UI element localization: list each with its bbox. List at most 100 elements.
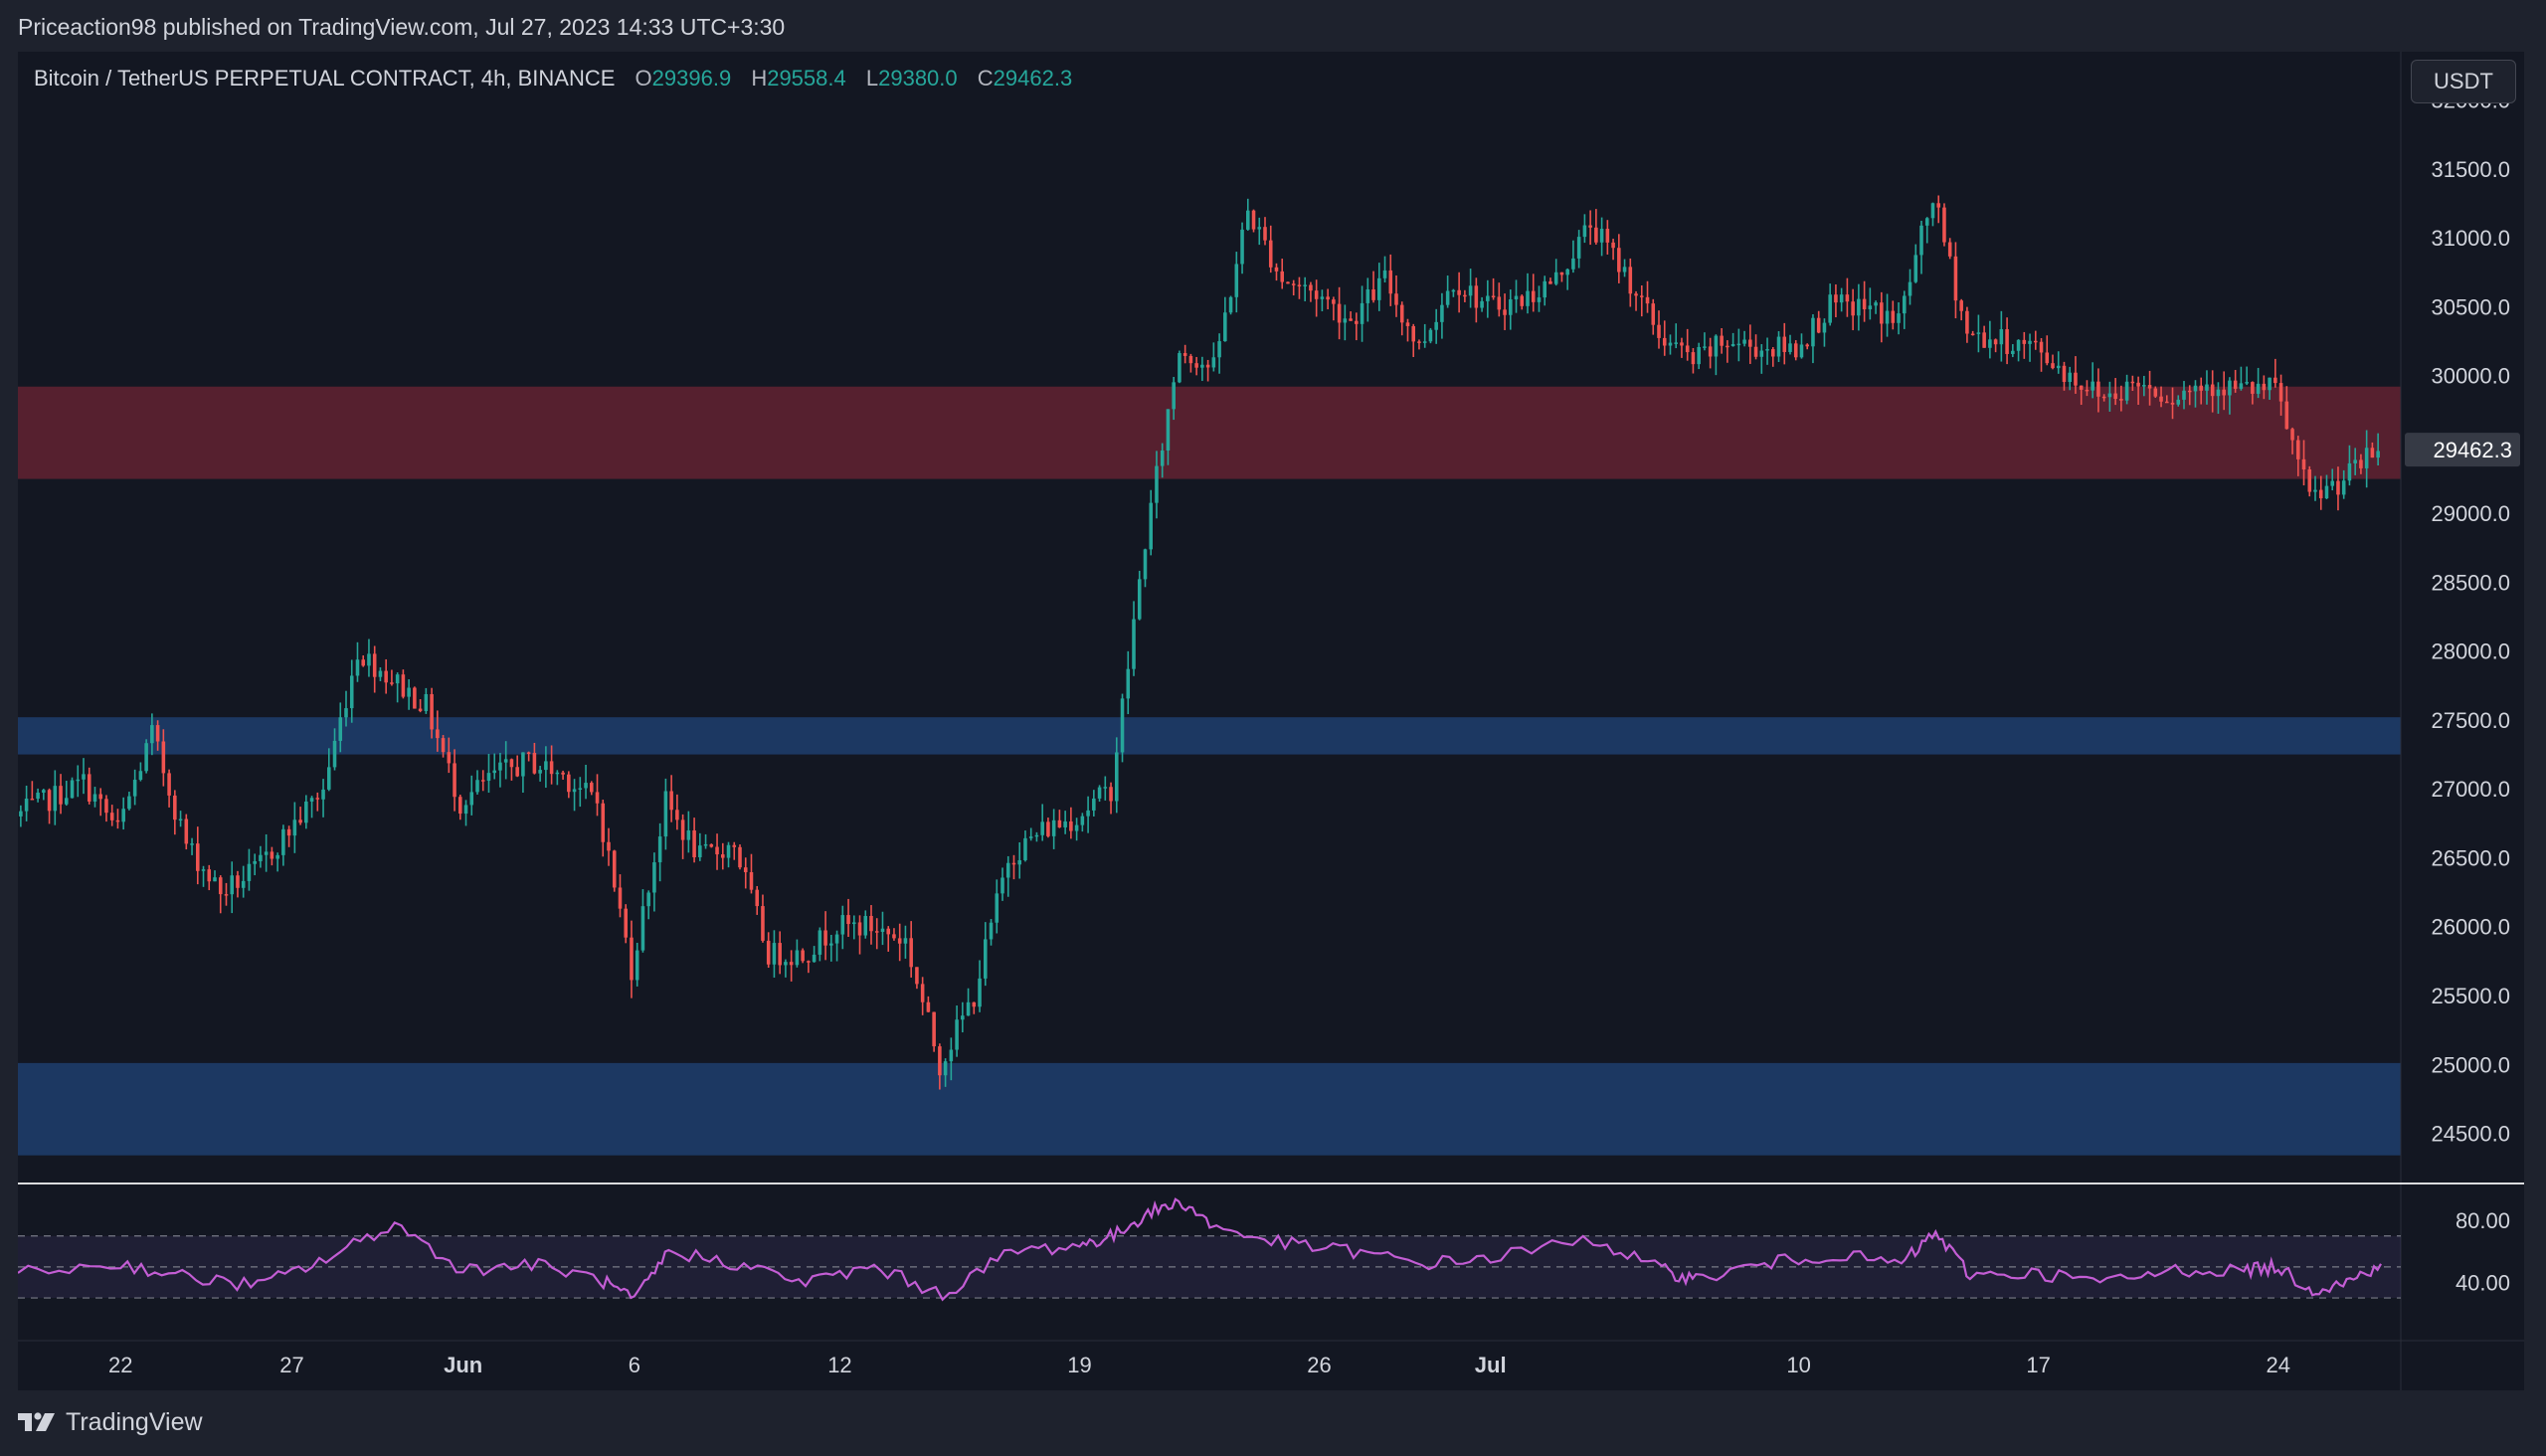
close-label: C [977,66,994,91]
candle-body [1172,382,1176,410]
candle-body [1234,264,1239,297]
candle-body [2341,480,2346,495]
candle-body [578,788,583,790]
price-tick-label: 31500.0 [2431,157,2510,182]
candle-body [480,780,485,782]
candle-body [1726,345,1729,348]
candle-body [1942,207,1946,243]
candle-body [584,783,588,789]
time-tick-label: Jun [444,1353,482,1377]
candle-body [715,846,719,855]
candle-body [236,875,240,888]
candle-body [155,725,160,742]
candle-body [436,729,440,739]
candle-body [1617,248,1621,273]
candle-body [1811,317,1815,347]
price-tick-label: 27500.0 [2431,708,2510,733]
candle-body [2045,352,2050,364]
candle-body [2016,339,2021,351]
candle-body [1394,293,1398,305]
candle-body [1126,668,1131,699]
candle-body [207,869,212,882]
candle-body [1634,293,1638,296]
price-tick-label: 28000.0 [2431,639,2510,664]
candle-body [36,792,40,800]
price-chart[interactable]: 32000.031500.031000.030500.030000.029500… [18,52,2524,1390]
candle-body [430,693,434,730]
candle-body [555,772,560,775]
candle-body [498,762,502,771]
candle-body [1417,341,1421,343]
candle-body [304,801,308,823]
candle-body [1160,450,1165,466]
candle-body [115,819,120,822]
candle-body [721,854,725,858]
symbol-title: Bitcoin / TetherUS PERPETUAL CONTRACT, 4… [34,66,616,91]
candle-body [2216,389,2221,397]
candle-body [2028,340,2032,344]
brand-name[interactable]: TradingView [66,1407,203,1436]
candle-body [920,984,925,1002]
candle-body [447,752,452,764]
candle-body [2256,383,2261,394]
candle-body [1503,309,1507,315]
candle-body [874,931,879,933]
candle-body [1377,277,1381,300]
candle-body [1553,272,1558,284]
candle-body [1582,225,1587,238]
currency-button[interactable]: USDT [2411,60,2516,103]
candle-body [367,653,371,666]
last-price-badge [2405,433,2520,467]
candle-body [2165,401,2169,404]
candle-body [2268,377,2272,391]
candle-body [749,872,754,890]
candle-body [286,828,291,836]
candle-body [1211,357,1216,368]
candle-body [1834,294,1838,303]
candle-body [1799,344,1804,358]
price-tick-label: 25000.0 [2431,1052,2510,1077]
candle-body [1526,290,1530,306]
candle-body [2296,440,2300,459]
price-tick-label: 26500.0 [2431,845,2510,870]
candle-body [526,752,531,754]
candle-body [646,892,650,907]
candle-body [732,844,737,847]
candle-body [807,961,811,963]
candle-body [1509,299,1513,315]
candle-body [989,922,994,940]
candle-body [372,653,377,677]
candle-body [635,950,639,981]
candle-body [1674,342,1678,344]
candle-body [755,889,759,907]
candle-body [601,803,606,842]
candle-body [549,761,554,775]
candle-body [686,829,691,840]
tradingview-logo-icon[interactable] [18,1411,56,1433]
candle-body [2022,339,2027,344]
candle-body [943,1061,948,1076]
low-value: 29380.0 [878,66,958,91]
candle-body [897,938,902,944]
candle-body [1828,294,1832,323]
symbol-legend: Bitcoin / TetherUS PERPETUAL CONTRACT, 4… [34,66,1072,91]
candle-body [1874,302,1878,306]
open-label: O [635,66,652,91]
candle-body [618,887,623,909]
candle-body [1228,296,1233,313]
candle-body [1924,218,1929,226]
open-value: 29396.9 [651,66,732,91]
candle-body [2170,402,2175,405]
candle-body [984,939,988,979]
candle-body [961,1015,965,1020]
candle-body [1057,819,1062,827]
candle-body [178,819,183,821]
candle-body [309,798,314,802]
candle-body [2085,389,2090,392]
candle-body [332,740,337,768]
candle-body [778,943,782,966]
candle-body [515,767,519,777]
candle-body [2011,350,2015,354]
candle-body [138,771,143,781]
candle-body [1993,339,1998,345]
